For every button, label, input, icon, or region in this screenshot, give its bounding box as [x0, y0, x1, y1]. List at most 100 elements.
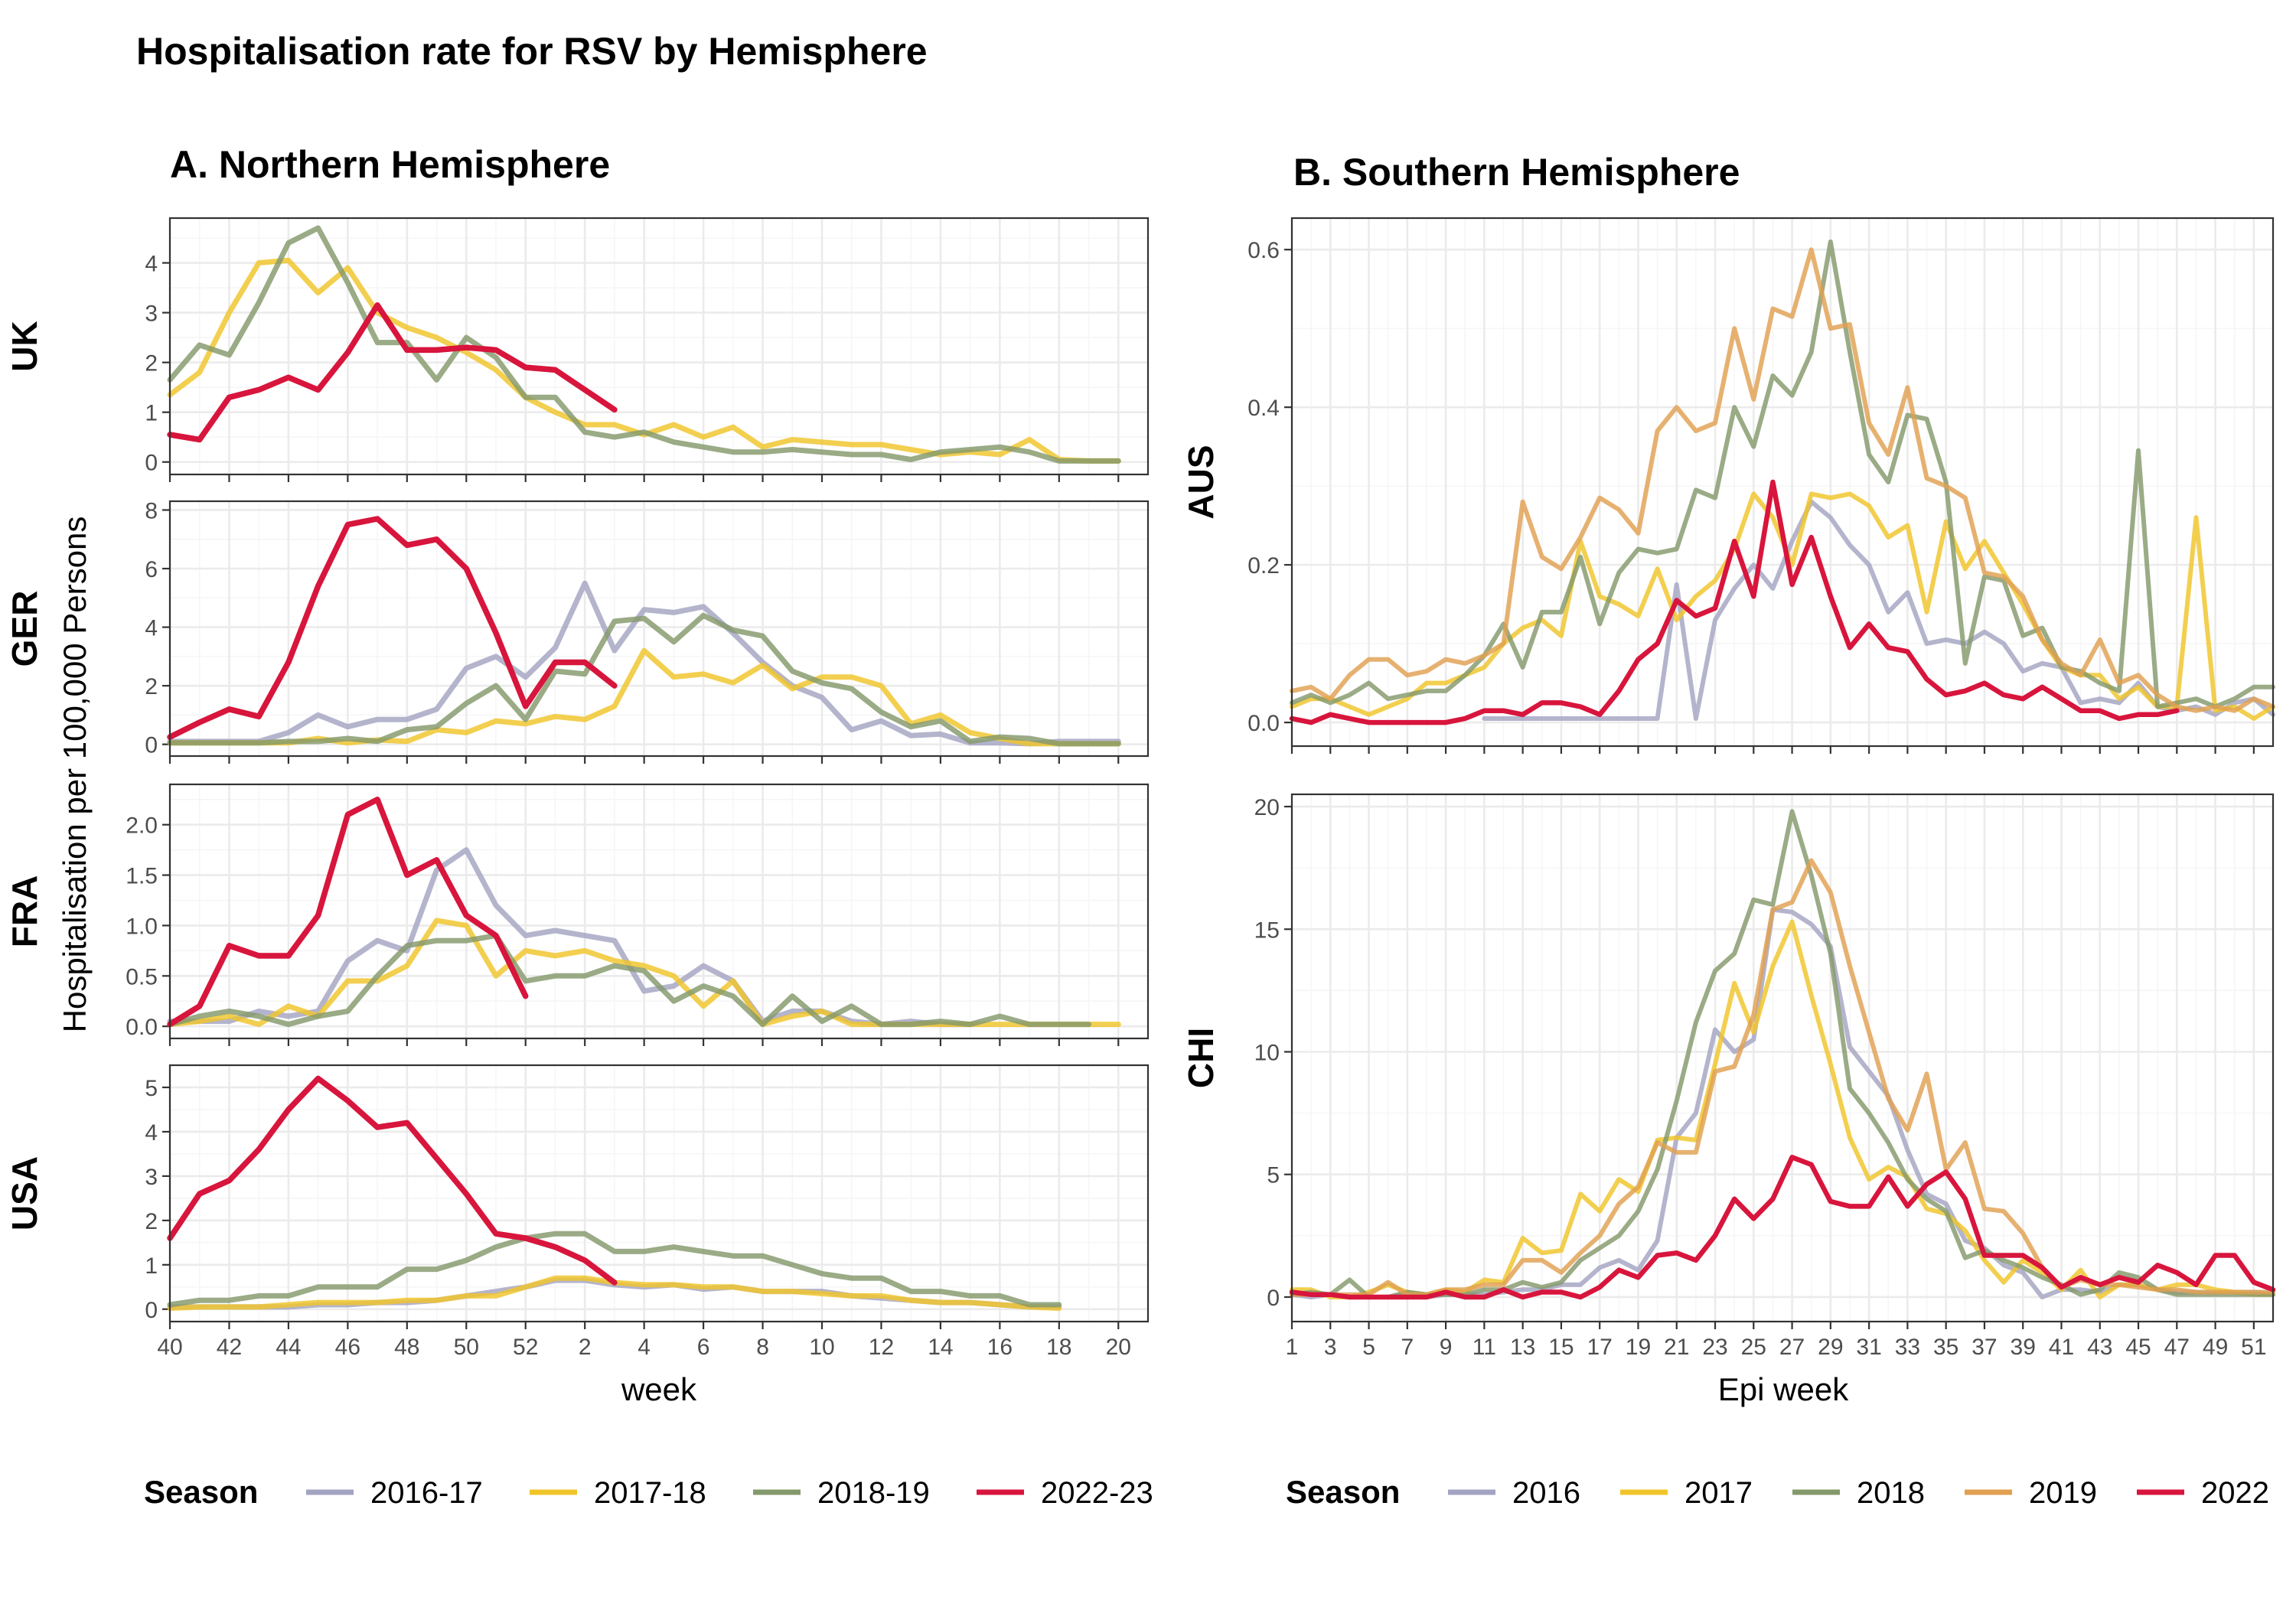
x-tick-label: 17	[1587, 1335, 1613, 1360]
panel-border	[168, 783, 1150, 1040]
x-tick-label: 37	[1971, 1335, 1997, 1360]
y-tick-label: 0.6	[1247, 238, 1280, 263]
panel-border	[1290, 793, 2275, 1323]
legend-item-2022-23: 2022-23	[977, 1476, 1153, 1510]
y-tick-label: 4	[145, 252, 158, 277]
x-tick-label: 31	[1856, 1335, 1881, 1360]
y-axis-title: Hospitalisation per 100,000 Persons	[57, 517, 93, 1033]
legend-label: 2022	[2201, 1476, 2269, 1510]
series-line-2016	[1482, 499, 2275, 721]
legend-label: 2016-17	[370, 1476, 483, 1510]
panel-fra: 0.0 0.5 1.0 1.5 2.0 FRA	[5, 783, 1150, 1046]
x-tick-label: 35	[1933, 1335, 1958, 1360]
y-tick-label: 10	[1254, 1040, 1280, 1065]
y-tick-label: 3	[145, 1165, 158, 1190]
panel-aus: 0.0 0.2 0.4 0.6 AUS	[1181, 217, 2275, 754]
country-label: FRA	[5, 875, 44, 948]
x-tick-label: 6	[697, 1335, 710, 1360]
legend-title: Season	[144, 1474, 258, 1510]
x-tick-label: 48	[394, 1335, 419, 1360]
series-line-2019	[1290, 247, 2275, 713]
x-tick-label: 42	[217, 1335, 242, 1360]
y-tick-label: 2	[145, 674, 158, 699]
x-tick-label: 50	[454, 1335, 479, 1360]
y-tick-label: 1.0	[126, 914, 158, 939]
legend-item-2019: 2019	[1965, 1476, 2097, 1510]
legend-item-2016-17: 2016-17	[306, 1476, 483, 1510]
y-tick-label: 1	[145, 401, 158, 426]
x-tick-label: 33	[1895, 1335, 1920, 1360]
south-x-axis-title: Epi week	[1718, 1371, 1849, 1407]
series-line-2022	[1289, 1155, 2276, 1300]
y-tick-label: 4	[145, 1120, 158, 1146]
y-tick-label: 1.5	[126, 864, 158, 889]
legend-item-2018-19: 2018-19	[753, 1476, 930, 1510]
x-tick-label: 14	[928, 1335, 953, 1360]
x-tick-labels: 40 42 44 46 48 50 52 2 4 6 8 10 12 14 16 18 20	[157, 1335, 1131, 1360]
y-tick-label: 6	[145, 557, 158, 582]
northern-hemisphere-chart: 01234UK02468GER0.00.51.01.52.0FRA012345U…	[5, 217, 1150, 1360]
x-tick-label: 13	[1510, 1335, 1535, 1360]
panel-ger: 0 2 4 6 8 GER	[5, 498, 1150, 764]
x-tick-label: 29	[1818, 1335, 1843, 1360]
figure-title: Hospitalisation rate for RSV by Hemisphe…	[136, 30, 928, 73]
panel-background	[1292, 218, 2273, 746]
legend-item-2016: 2016	[1448, 1476, 1580, 1510]
x-tick-label: 1	[1286, 1335, 1299, 1360]
x-tick-label: 21	[1664, 1335, 1689, 1360]
northern-title: A. Northern Hemisphere	[170, 143, 610, 186]
x-tick-label: 11	[1473, 1335, 1496, 1360]
y-tick-label: 20	[1254, 795, 1280, 820]
x-tick-label: 9	[1440, 1335, 1453, 1360]
y-tick-label: 5	[145, 1076, 158, 1101]
legend-label: 2022-23	[1041, 1476, 1153, 1510]
y-tick-label: 15	[1254, 918, 1280, 943]
x-tick-label: 52	[513, 1335, 538, 1360]
series-line-2018-19	[167, 612, 1121, 747]
series-line-2019	[1290, 858, 2275, 1297]
x-tick-label: 49	[2203, 1335, 2228, 1360]
panel-border	[1290, 217, 2275, 748]
x-tick-label: 7	[1401, 1335, 1414, 1360]
panel-uk: 0 1 2 3 4 UK	[5, 217, 1150, 482]
y-tick-label: 2	[145, 351, 158, 376]
x-tick-label: 47	[2164, 1335, 2190, 1360]
y-tick-label: 0	[1267, 1286, 1280, 1311]
legend-item-2022: 2022	[2137, 1476, 2269, 1510]
series-line-2018-19	[167, 933, 1091, 1028]
southern-title: B. Southern Hemisphere	[1293, 151, 1740, 194]
y-tick-label: 4	[145, 616, 158, 641]
y-tick-label: 0	[145, 1298, 158, 1323]
y-tick-label: 0	[145, 451, 158, 476]
legend-item-2017-18: 2017-18	[530, 1476, 706, 1510]
x-tick-label: 16	[987, 1335, 1013, 1360]
legend-title: Season	[1286, 1474, 1400, 1510]
x-tick-label: 20	[1106, 1335, 1131, 1360]
x-tick-label: 10	[809, 1335, 834, 1360]
x-tick-label: 27	[1779, 1335, 1805, 1360]
y-tick-label: 8	[145, 498, 158, 523]
x-tick-label: 39	[2011, 1335, 2036, 1360]
series-line-2018-19	[167, 225, 1121, 464]
series-line-2022-23	[167, 1075, 618, 1286]
x-tick-label: 45	[2125, 1335, 2151, 1360]
x-tick-labels: 1 3 5 7 9 11 13 15 17 19 21 23 25 27 29 31 33 35 37 39 41 43 4…	[1286, 1335, 2267, 1360]
legend-label: 2017	[1684, 1476, 1753, 1510]
series-line-2018	[1290, 239, 2275, 709]
panel-background	[170, 1065, 1148, 1322]
x-tick-label: 5	[1362, 1335, 1375, 1360]
country-label: AUS	[1181, 445, 1221, 519]
country-label: CHI	[1181, 1028, 1221, 1088]
series-line-2022-23	[167, 302, 618, 443]
north-x-axis-title: week	[621, 1371, 697, 1407]
y-tick-label: 2	[145, 1209, 158, 1234]
panel-usa: 0 1 2 3 4 5 USA	[5, 1064, 1150, 1329]
y-tick-label: 1	[145, 1253, 158, 1279]
series-line-2022-23	[167, 797, 529, 1028]
y-tick-label: 0.2	[1247, 553, 1280, 579]
x-tick-label: 2	[579, 1335, 592, 1360]
legend-item-2017: 2017	[1620, 1476, 1753, 1510]
northern-legend: Season 2016-17 2017-18 2018-19 2022-23	[144, 1474, 1153, 1510]
